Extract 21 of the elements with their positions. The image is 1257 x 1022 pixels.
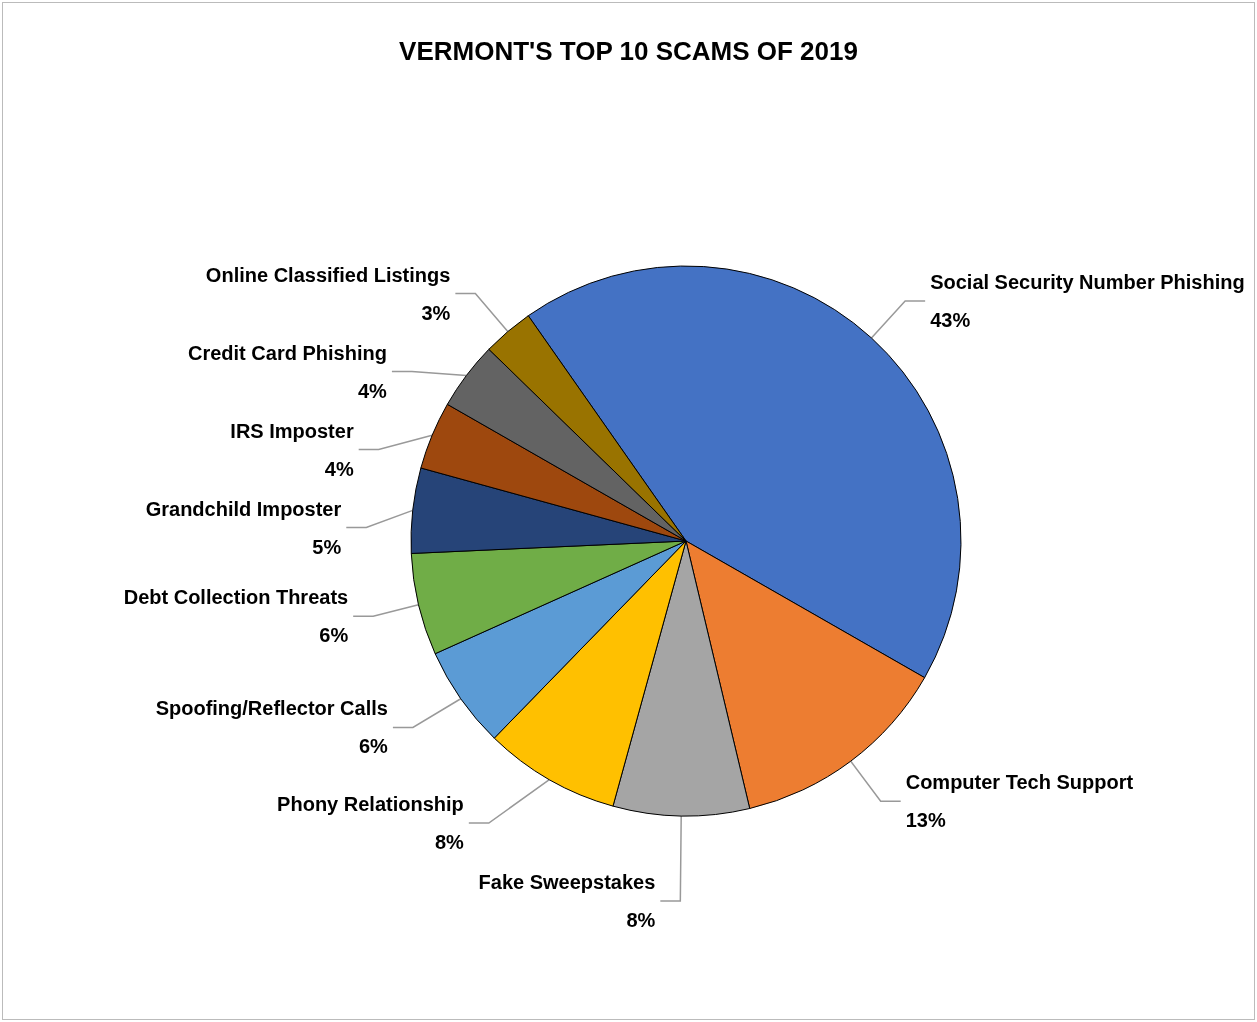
data-label: 4% <box>324 457 354 480</box>
data-label: 13% <box>905 809 946 832</box>
slice-label: Credit Card Phishing <box>188 341 387 364</box>
data-label: 4% <box>358 379 388 402</box>
data-label: 6% <box>319 624 349 647</box>
slice-label: Social Security Number Phishing <box>930 271 1245 293</box>
data-label: 6% <box>359 735 389 758</box>
slice-label: Phony Relationship <box>277 793 464 816</box>
slice-label: Grandchild Imposter <box>145 497 342 520</box>
slice-label: Computer Tech Support <box>905 771 1134 794</box>
data-label: 8% <box>434 831 465 854</box>
slice-label: Spoofing/Reflector Calls <box>155 697 388 720</box>
data-label: 43% <box>930 309 971 331</box>
slice-label: Debt Collection Threats <box>123 586 349 609</box>
slice-label: Online Classified Listings <box>205 263 451 286</box>
chart-title: VERMONT'S TOP 10 SCAMS OF 2019 <box>399 36 858 66</box>
data-label: 3% <box>421 301 451 324</box>
data-label: 8% <box>626 909 656 932</box>
slice-label: IRS Imposter <box>230 419 354 442</box>
slice-label: Fake Sweepstakes <box>478 871 656 894</box>
data-label: 5% <box>312 535 342 558</box>
